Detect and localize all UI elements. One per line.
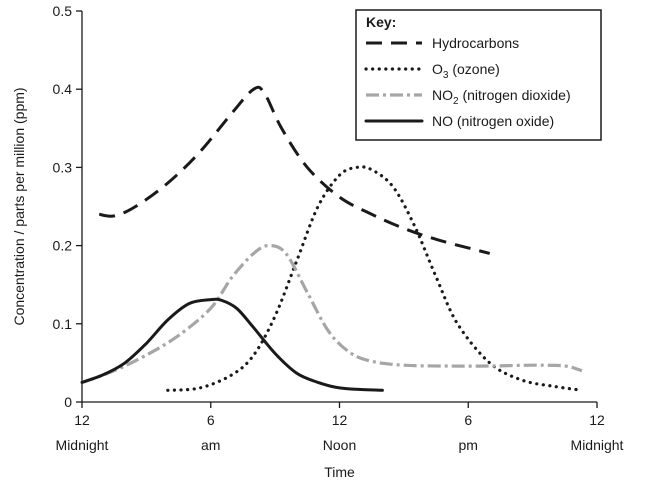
- legend-box: [355, 9, 602, 141]
- legend-title: Key:: [366, 14, 396, 30]
- y-axis-title: Concentration / parts per million (ppm): [11, 87, 27, 325]
- y-tick-label: 0.1: [53, 316, 73, 332]
- legend-label-hydrocarbons: Hydrocarbons: [432, 35, 519, 51]
- y-tick-label: 0.4: [53, 81, 73, 97]
- x-tick-label: 12: [332, 412, 348, 428]
- x-tick-sublabel: Midnight: [56, 437, 109, 453]
- series-line-hydrocarbons: [98, 85, 491, 255]
- x-axis-title: Time: [324, 464, 355, 480]
- legend-label-rest: (nitrogen dioxide): [459, 87, 571, 103]
- legend-label-rest: (ozone): [448, 61, 499, 77]
- x-tick-sublabel: Midnight: [571, 437, 624, 453]
- x-tick-sublabel: Noon: [323, 437, 356, 453]
- legend-label-nitrogen-oxide: NO (nitrogen oxide): [432, 113, 554, 129]
- legend-label-ozone: O3 (ozone): [432, 61, 500, 81]
- legend-label-main: O: [432, 61, 443, 77]
- series-layer: [80, 85, 584, 392]
- x-tick-label: 6: [207, 412, 215, 428]
- legend-label-subscript: 3: [443, 70, 449, 81]
- x-tick-sublabel: pm: [459, 437, 478, 453]
- legend-label-nitrogen-dioxide: NO2 (nitrogen dioxide): [432, 87, 571, 107]
- x-tick-label: 6: [464, 412, 472, 428]
- y-tick-label: 0: [64, 394, 72, 410]
- y-tick-label: 0.5: [53, 3, 73, 19]
- legend: Key: Hydrocarbons O3 (ozone) NO2 (nitrogen …: [355, 9, 602, 141]
- series-line-nitrogen-dioxide: [81, 244, 583, 384]
- x-tick-label: 12: [74, 412, 90, 428]
- y-tick-label: 0.3: [53, 159, 73, 175]
- legend-label-main: NO: [432, 87, 453, 103]
- series-line-ozone: [166, 165, 584, 392]
- x-tick-label: 12: [589, 412, 605, 428]
- legend-label-subscript: 2: [453, 96, 459, 107]
- series-line-nitrogen-oxide: [80, 297, 384, 392]
- axes: 0 0.1 0.2 0.3 0.4 0.5 12 Midnight 6 am 12 Noon 6 pm 12…: [53, 3, 624, 453]
- x-tick-sublabel: am: [201, 437, 220, 453]
- y-tick-label: 0.2: [53, 238, 73, 254]
